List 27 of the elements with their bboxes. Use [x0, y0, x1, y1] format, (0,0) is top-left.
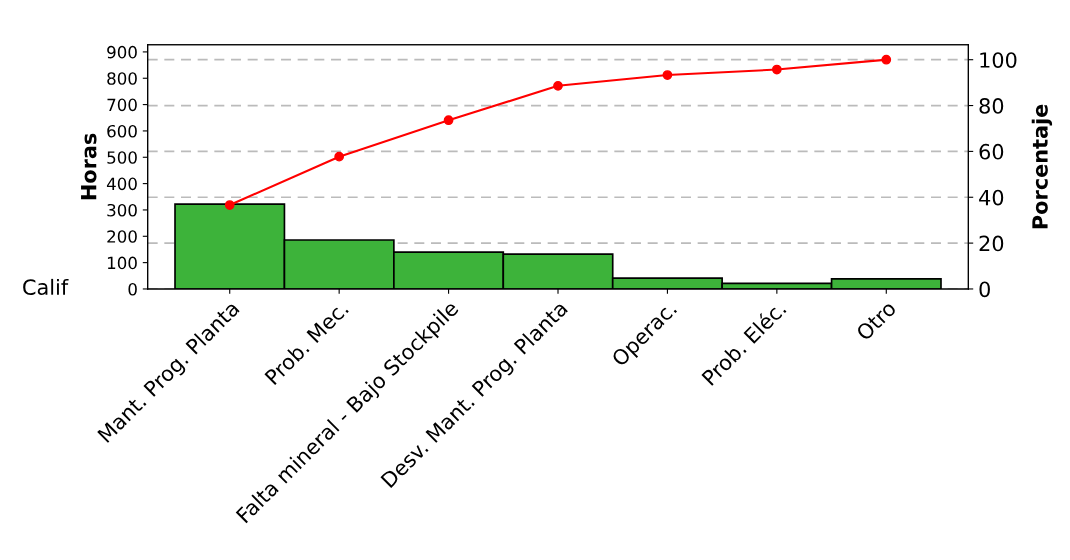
- y-tick-label: 800: [107, 72, 137, 85]
- point: [553, 80, 563, 91]
- y-tick-label: 100: [107, 256, 137, 270]
- y2-tick-label: 100: [980, 52, 1017, 68]
- y2-axis-title: Porcentaje: [1031, 104, 1053, 229]
- x-tick-label: Otro: [855, 299, 897, 342]
- point: [771, 64, 782, 75]
- x-axis-title: Calif: [23, 278, 69, 295]
- y-tick-label: 700: [107, 98, 137, 112]
- y-tick-label: 900: [107, 45, 137, 59]
- y-tick-label: 400: [106, 177, 137, 191]
- point: [443, 115, 454, 126]
- y2-tick-label: 80: [979, 98, 1004, 114]
- point: [662, 70, 673, 80]
- y-tick-label: 600: [107, 124, 137, 138]
- y-tick-label: 0: [128, 282, 137, 296]
- y2-tick-label: 60: [979, 143, 1004, 160]
- point: [881, 54, 892, 65]
- y-tick-label: 500: [107, 151, 137, 164]
- y-tick-label: 300: [107, 203, 137, 217]
- y-tick-label: 200: [107, 230, 137, 243]
- y2-tick-label: 0: [979, 281, 990, 298]
- y2-tick-label: 20: [979, 235, 1004, 252]
- y2-tick-label: 40: [979, 189, 1004, 206]
- point: [334, 151, 345, 162]
- y-axis-title: Horas: [81, 133, 97, 200]
- point: [224, 200, 235, 210]
